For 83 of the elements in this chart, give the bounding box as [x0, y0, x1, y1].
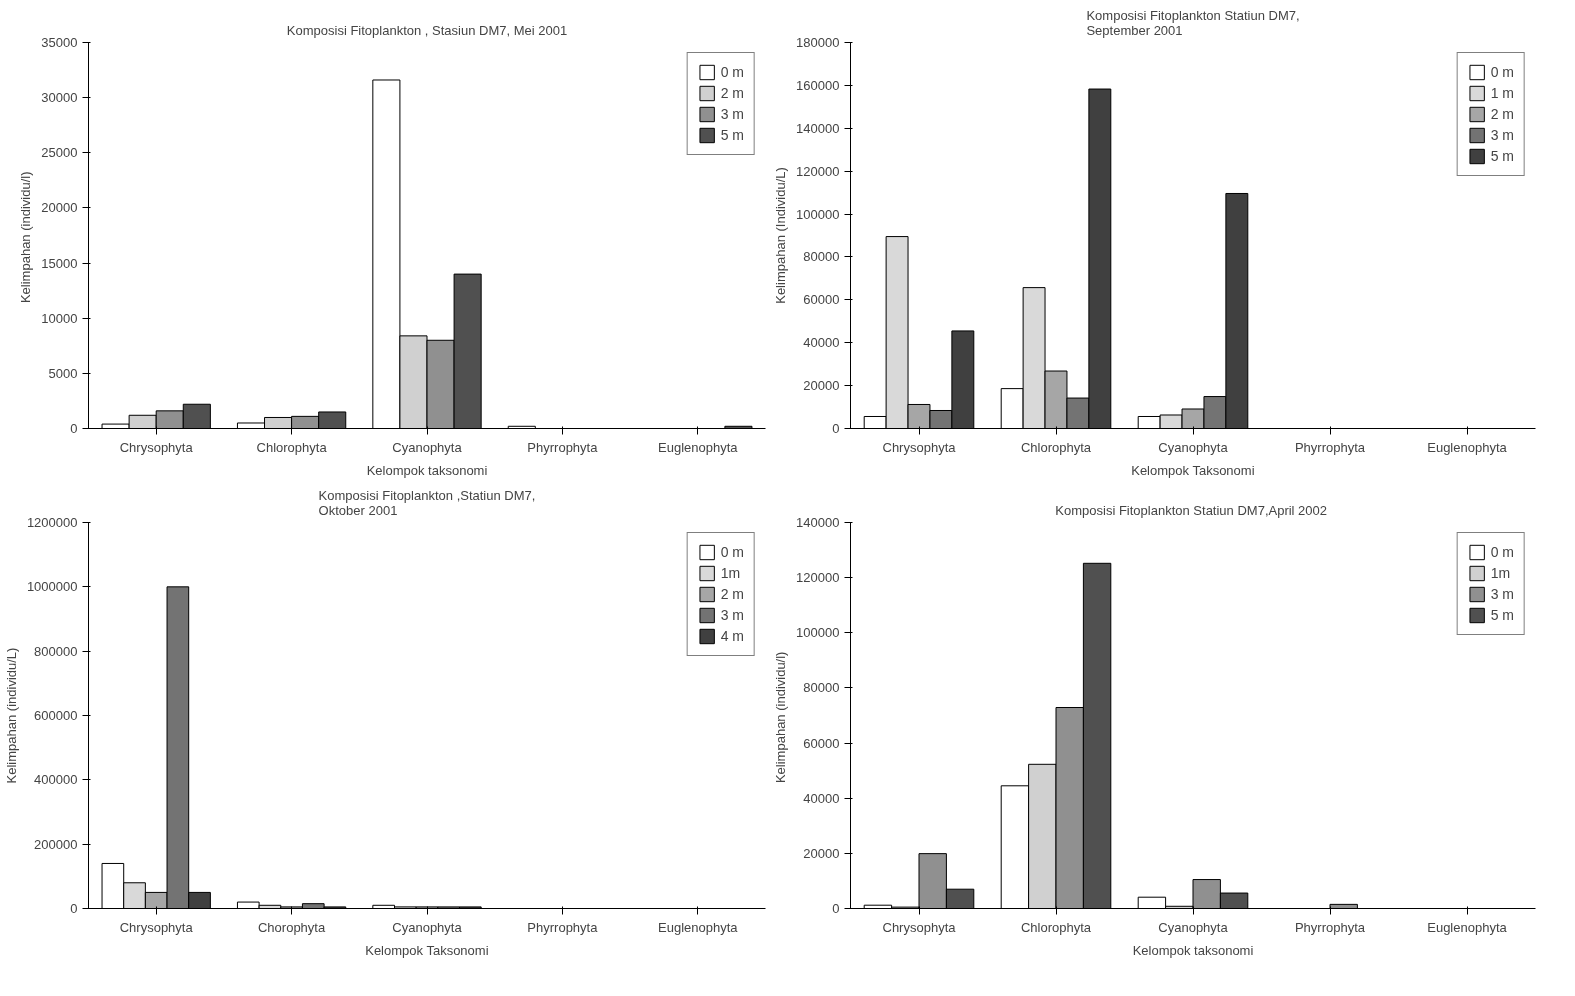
legend-label: 1m	[1490, 565, 1511, 581]
y-tick-label: 20000	[41, 200, 78, 216]
x-tick-label: Euglenophyta	[1427, 919, 1508, 935]
y-tick-label: 60000	[803, 292, 840, 308]
legend-label: 3 m	[1490, 586, 1514, 602]
y-tick-label: 0	[70, 901, 78, 916]
x-tick-label: Phyrrophyta	[1294, 439, 1366, 455]
legend-label: 1m	[720, 565, 741, 581]
y-tick-label: 5000	[48, 365, 78, 381]
x-tick-label: Chlorophyta	[1020, 439, 1092, 455]
legend-label: 5 m	[720, 127, 744, 143]
x-axis-title: Kelompok Taksonomi	[1131, 462, 1255, 478]
y-tick-label: 100000	[796, 625, 840, 641]
y-tick-label: 180000	[796, 35, 840, 50]
x-tick-label: Chrysophyta	[119, 919, 194, 935]
x-tick-label: Euglenophyta	[1427, 439, 1508, 455]
y-tick-label: 600000	[34, 708, 78, 723]
x-axis-title: Kelompok Taksonomi	[365, 942, 489, 958]
chart-title: Komposisi Fitoplankton ,Statiun DM7, Oktober 2001	[318, 487, 536, 518]
y-tick-label: 80000	[803, 249, 840, 265]
y-tick-label: 800000	[34, 643, 78, 659]
x-tick-label: Chrysophyta	[882, 439, 957, 455]
x-tick-label: Chorophyta	[258, 919, 326, 935]
x-tick-label: Cyanophyta	[392, 919, 463, 935]
legend-label: 3 m	[1490, 127, 1514, 143]
y-axis-title: Kelimpahan (individu/l)	[18, 171, 34, 304]
x-tick-label: Chlorophyta	[256, 439, 328, 455]
y-tick-label: 25000	[41, 145, 78, 161]
legend-label: 0 m	[720, 64, 744, 80]
y-tick-label: 0	[832, 901, 840, 916]
legend-label: 2 m	[720, 586, 744, 602]
y-tick-label: 120000	[796, 570, 840, 586]
y-axis-title: Kelimpahan (individu/L)	[3, 647, 19, 784]
y-tick-label: 35000	[41, 35, 78, 50]
y-tick-label: 140000	[796, 120, 840, 136]
x-tick-label: Phyrrophyta	[1294, 919, 1366, 935]
x-axis-title: Kelompok taksonomi	[1132, 942, 1254, 958]
legend-label: 1 m	[1490, 85, 1514, 101]
y-tick-label: 40000	[803, 790, 840, 806]
x-tick-label: Euglenophyta	[658, 919, 739, 935]
legend-label: 2 m	[1490, 106, 1514, 122]
x-tick-label: Cyanophyta	[1158, 439, 1229, 455]
legend-label: 4 m	[720, 628, 744, 644]
y-tick-label: 0	[832, 421, 840, 436]
x-tick-label: Chrysophyta	[119, 439, 194, 455]
legend-label: 0 m	[1490, 544, 1514, 560]
y-tick-label: 200000	[34, 836, 78, 852]
y-axis-title: Kelimpahan (individu/l)	[773, 651, 789, 784]
y-tick-label: 1200000	[26, 515, 78, 530]
legend-label: 5 m	[1490, 607, 1514, 623]
y-tick-label: 15000	[41, 255, 78, 271]
x-tick-label: Chrysophyta	[882, 919, 957, 935]
legend-label: 5 m	[1490, 148, 1514, 164]
y-tick-label: 10000	[41, 310, 78, 326]
y-tick-label: 30000	[41, 90, 78, 106]
x-tick-label: Cyanophyta	[1158, 919, 1229, 935]
x-tick-label: Phyrrophyta	[527, 439, 599, 455]
legend-label: 3 m	[720, 106, 744, 122]
y-tick-label: 20000	[803, 845, 840, 861]
x-axis-title: Kelompok taksonomi	[366, 462, 488, 478]
x-tick-label: Phyrrophyta	[527, 919, 599, 935]
x-tick-label: Chlorophyta	[1020, 919, 1092, 935]
y-tick-label: 160000	[796, 77, 840, 93]
legend-label: 0 m	[1490, 64, 1514, 80]
legend-label: 2 m	[720, 85, 744, 101]
chart-title: Komposisi Fitoplankton , Stasiun DM7, Mei 2001	[286, 22, 568, 38]
x-tick-label: Cyanophyta	[392, 439, 463, 455]
y-tick-label: 400000	[34, 772, 78, 788]
x-tick-label: Euglenophyta	[658, 439, 739, 455]
legend-label: 3 m	[720, 607, 744, 623]
chart-title: Komposisi Fitoplankton Statiun DM7, September 2001	[1086, 7, 1300, 38]
y-tick-label: 20000	[803, 378, 840, 394]
y-tick-label: 1000000	[26, 579, 78, 595]
y-tick-label: 80000	[803, 680, 840, 696]
y-tick-label: 100000	[796, 206, 840, 222]
y-tick-label: 40000	[803, 335, 840, 351]
y-tick-label: 60000	[803, 735, 840, 751]
y-tick-label: 120000	[796, 163, 840, 179]
legend-label: 0 m	[720, 544, 744, 560]
y-tick-label: 0	[70, 421, 78, 436]
chart-title: Komposisi Fitoplankton Statiun DM7,April 2002	[1055, 502, 1328, 518]
y-axis-title: Kelimpahan (Individu/L)	[773, 167, 789, 304]
y-tick-label: 140000	[796, 515, 840, 530]
